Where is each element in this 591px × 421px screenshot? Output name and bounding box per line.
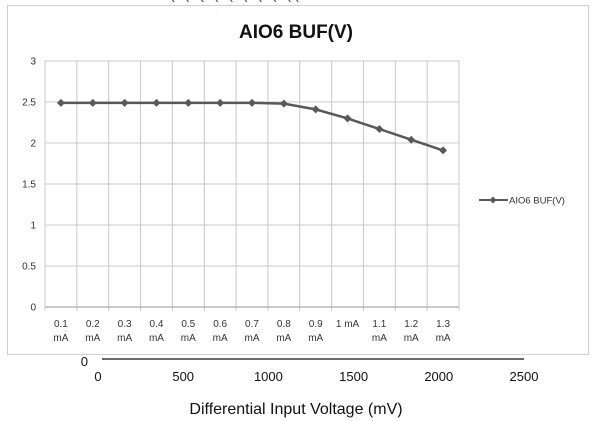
cropped-text-fragment: ( ( ( ( ( ( ( ( (( <box>170 0 430 4</box>
y-tick-label: 1 <box>30 221 36 232</box>
data-point-marker <box>407 135 416 144</box>
cropped-text: ( ( ( ( ( ( ( ( (( <box>170 0 302 2</box>
data-point-marker <box>439 146 448 155</box>
data-point-marker <box>311 105 320 114</box>
lower-y-tick-label: 0 <box>81 354 88 369</box>
chart-frame <box>7 5 589 355</box>
x-tick-label: 0.7 <box>245 319 259 330</box>
lower-x-tick-label: 1500 <box>339 369 368 384</box>
lower-x-tick-label: 0 <box>94 369 101 384</box>
y-tick-label: 0 <box>30 303 36 314</box>
x-tick-unit-label: mA <box>404 333 419 344</box>
x-tick-label: 0.1 <box>54 319 68 330</box>
data-point-marker <box>120 98 129 107</box>
lower-x-tick-label: 500 <box>172 369 194 384</box>
y-tick-label: 2.5 <box>22 98 36 109</box>
x-tick-unit-label: mA <box>372 333 387 344</box>
x-tick-unit-label: mA <box>85 333 100 344</box>
x-tick-unit-label: mA <box>181 333 196 344</box>
data-point-marker <box>343 114 352 123</box>
x-tick-unit-label: mA <box>117 333 132 344</box>
x-tick-label: 0.2 <box>86 319 100 330</box>
legend-label: AIO6 BUF(V) <box>509 196 565 207</box>
x-tick-label: 0.8 <box>277 319 291 330</box>
x-tick-unit-label: mA <box>276 333 291 344</box>
y-tick-label: 3 <box>30 57 36 68</box>
x-tick-label: 0.9 <box>309 319 323 330</box>
x-tick-unit-label: mA <box>149 333 164 344</box>
x-tick-unit-label: mA <box>308 333 323 344</box>
x-tick-label: 1 mA <box>336 319 360 330</box>
y-tick-label: 1.5 <box>22 180 36 191</box>
x-tick-unit-label: mA <box>436 333 451 344</box>
data-point-marker <box>248 98 256 107</box>
y-tick-label: 0.5 <box>22 262 36 273</box>
x-tick-unit-label: mA <box>53 333 68 344</box>
data-point-marker <box>56 98 65 107</box>
x-tick-label: 0.6 <box>213 319 227 330</box>
legend-marker <box>489 196 497 204</box>
lower-x-tick-label: 2500 <box>510 369 539 384</box>
data-point-marker <box>216 98 225 107</box>
data-point-marker <box>184 98 193 107</box>
chart-title: AIO6 BUF(V) <box>239 22 353 43</box>
data-point-marker <box>152 98 161 107</box>
y-tick-label: 2 <box>30 139 36 150</box>
x-tick-label: 1.1 <box>372 319 386 330</box>
data-point-marker <box>88 98 97 107</box>
data-point-marker <box>279 99 288 108</box>
x-tick-unit-label: mA <box>245 333 260 344</box>
x-tick-unit-label: mA <box>213 333 228 344</box>
data-point-marker <box>375 125 384 134</box>
x-tick-label: 0.4 <box>150 319 164 330</box>
x-tick-label: 0.5 <box>181 319 195 330</box>
x-axis-title: Differential Input Voltage (mV) <box>189 401 402 418</box>
x-tick-label: 1.3 <box>436 319 450 330</box>
x-tick-label: 1.2 <box>404 319 418 330</box>
x-tick-label: 0.3 <box>118 319 132 330</box>
lower-x-tick-label: 2000 <box>424 369 453 384</box>
lower-x-tick-label: 1000 <box>254 369 283 384</box>
